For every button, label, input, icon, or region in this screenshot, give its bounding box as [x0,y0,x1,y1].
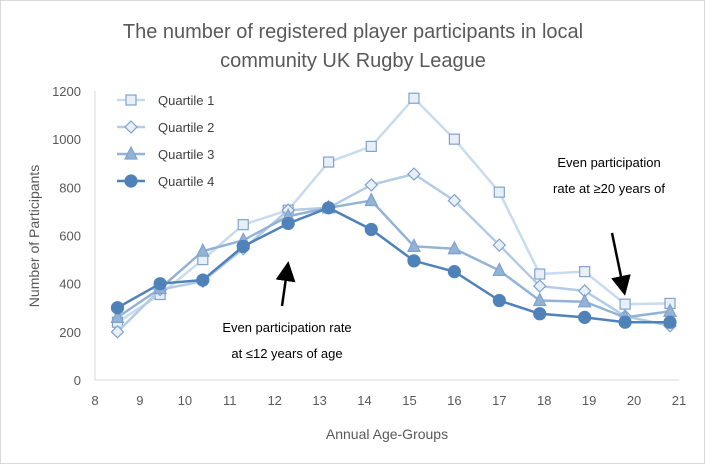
x-tick-label: 11 [223,393,237,408]
x-tick-label: 16 [447,393,461,408]
legend-label: Quartile 4 [158,174,214,189]
quartile-4-point [281,216,295,231]
quartile-1-point [408,92,420,104]
y-tick-label: 0 [74,373,81,388]
quartile-4-point [322,201,336,215]
arrow-12-years [275,261,296,307]
quartile-4-point [110,301,125,315]
quartile-3-point [406,237,421,252]
x-tick-label: 10 [178,393,192,408]
legend-marker [124,174,138,188]
y-tick-label: 600 [59,229,81,244]
quartile-3-point [532,292,547,307]
quartile-4-point [236,239,250,253]
annotation-12-years: Even participation rate [222,320,351,335]
quartile-3-point [364,192,379,207]
quartile-1-point [448,133,460,145]
quartile-1-point [323,156,335,168]
y-tick-label: 200 [59,325,81,340]
y-axis-label: Number of Participants [26,165,42,307]
x-tick-label: 15 [402,393,416,408]
annotation-20-years: rate at ≥20 years of [553,181,665,196]
quartile-2-point [407,167,421,181]
quartile-2-point [532,279,547,293]
quartile-4-point [533,307,547,321]
x-tick-label: 14 [357,393,371,408]
quartile-4-point [618,315,632,329]
x-tick-label: 20 [627,393,641,408]
quartile-3-line [116,199,671,319]
annotation-20-years: Even participation [557,155,660,170]
x-tick-label: 9 [136,393,143,408]
quartile-1-line [116,96,671,324]
quartile-4-point [153,277,167,291]
y-tick-label: 1000 [52,132,81,147]
quartile-4-point [447,265,461,279]
quartile-4-point [492,293,506,308]
chart-title: The number of registered player particip… [123,21,583,43]
quartile-4-point [578,310,592,324]
x-tick-label: 21 [672,393,686,408]
quartile-3-point [447,240,462,255]
quartile-1-point [493,186,505,198]
legend-label: Quartile 1 [158,93,214,108]
quartile-1-point [237,219,249,231]
chart-title: community UK Rugby League [220,50,486,72]
quartile-2-point [492,238,507,252]
quartile-4-line [116,206,671,324]
x-tick-label: 18 [537,393,551,408]
quartile-1-point [619,298,631,310]
quartile-3-point [577,293,592,308]
x-tick-label: 17 [492,393,506,408]
x-tick-label: 8 [91,393,98,408]
quartile-1-point [534,268,546,280]
legend-marker [124,145,138,160]
arrow-20-years [610,232,631,296]
annotation-12-years: at ≤12 years of age [231,346,342,361]
quartile-4-point [663,315,677,329]
quartile-4-point [407,254,421,268]
quartile-2-point [364,178,379,192]
quartile-3-point [195,242,210,257]
quartile-4-point [196,273,210,287]
quartile-2-point [110,324,125,339]
x-tick-label: 19 [582,393,596,408]
legend-label: Quartile 3 [158,147,214,162]
legend-marker [124,120,138,134]
quartile-1-point [579,266,591,278]
legend-label: Quartile 2 [158,120,214,135]
legend-marker [125,94,137,106]
quartile-3-point [110,309,125,323]
quartile-3-point [492,262,507,277]
y-tick-label: 400 [59,277,81,292]
x-tick-label: 13 [312,393,326,408]
quartile-4-point [364,222,378,237]
quartile-1-point [365,140,377,152]
y-tick-label: 800 [59,180,81,195]
quartile-2-point [447,193,462,208]
y-tick-label: 1200 [52,84,81,99]
x-tick-label: 12 [267,393,281,408]
x-axis-label: Annual Age-Groups [326,426,448,442]
